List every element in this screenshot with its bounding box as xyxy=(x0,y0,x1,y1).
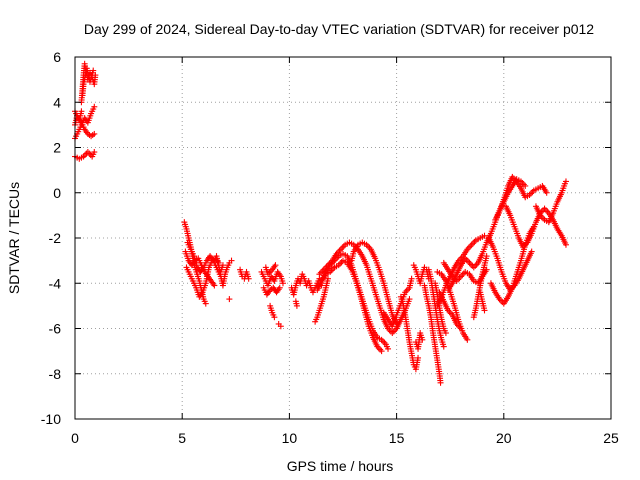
data-point xyxy=(440,343,447,350)
data-point xyxy=(415,354,422,361)
data-point xyxy=(339,244,346,251)
data-point xyxy=(389,330,396,337)
y-tick-label: -10 xyxy=(41,411,61,427)
data-point xyxy=(408,275,415,282)
data-point xyxy=(483,253,490,260)
data-point xyxy=(271,314,278,321)
data-point xyxy=(293,302,300,309)
data-point xyxy=(562,241,569,248)
x-tick-label: 10 xyxy=(282,430,298,446)
y-tick-label: 6 xyxy=(53,49,61,65)
data-point xyxy=(277,323,284,330)
y-tick-label: 0 xyxy=(53,185,61,201)
data-point xyxy=(543,189,550,196)
data-point xyxy=(419,336,426,343)
data-point xyxy=(86,150,93,157)
data-point xyxy=(228,257,235,264)
data-point xyxy=(279,280,286,287)
data-point xyxy=(84,149,91,156)
data-point xyxy=(481,307,488,314)
data-point xyxy=(324,275,331,282)
data-point xyxy=(78,108,85,115)
data-point xyxy=(465,258,472,265)
data-point xyxy=(562,178,569,185)
data-point xyxy=(472,262,479,269)
data-point xyxy=(470,264,477,271)
data-point xyxy=(522,182,529,189)
data-point xyxy=(377,346,384,353)
x-tick-label: 0 xyxy=(71,430,79,446)
data-point xyxy=(91,149,98,156)
data-point xyxy=(202,300,209,307)
x-axis-label: GPS time / hours xyxy=(287,458,394,474)
data-point xyxy=(91,130,98,137)
x-tick-label: 25 xyxy=(603,430,619,446)
y-tick-label: -2 xyxy=(49,230,62,246)
data-point xyxy=(541,205,548,212)
data-point xyxy=(457,325,464,332)
x-tick-label: 15 xyxy=(389,430,405,446)
data-point xyxy=(316,271,323,278)
data-point xyxy=(385,345,392,352)
y-tick-label: 2 xyxy=(53,140,61,156)
y-tick-label: 4 xyxy=(53,94,61,110)
data-point xyxy=(466,259,473,266)
y-tick-label: -8 xyxy=(49,366,62,382)
data-point xyxy=(211,282,218,289)
data-point xyxy=(336,247,343,254)
data-point xyxy=(245,275,252,282)
data-point xyxy=(90,67,97,74)
data-point xyxy=(226,296,233,303)
data-point xyxy=(481,232,488,239)
data-point xyxy=(442,330,449,337)
y-tick-label: -6 xyxy=(49,321,62,337)
x-tick-label: 20 xyxy=(496,430,512,446)
data-point xyxy=(528,248,535,255)
data-point xyxy=(390,328,397,335)
y-axis-label: SDTVAR / TECUs xyxy=(6,182,22,294)
data-point xyxy=(467,243,474,250)
data-point xyxy=(470,240,477,247)
data-point xyxy=(437,379,444,386)
data-point xyxy=(272,262,279,269)
data-points xyxy=(72,60,569,386)
data-point xyxy=(378,348,385,355)
data-point xyxy=(91,103,98,110)
grid xyxy=(75,57,611,419)
data-point xyxy=(468,241,475,248)
data-point xyxy=(276,284,283,291)
chart-title: Day 299 of 2024, Sidereal Day-to-day VTE… xyxy=(84,21,594,37)
data-point xyxy=(406,296,413,303)
data-point xyxy=(542,207,549,214)
data-point xyxy=(464,336,471,343)
data-point xyxy=(467,261,474,268)
y-tick-label: -4 xyxy=(49,275,62,291)
x-tick-label: 5 xyxy=(178,430,186,446)
